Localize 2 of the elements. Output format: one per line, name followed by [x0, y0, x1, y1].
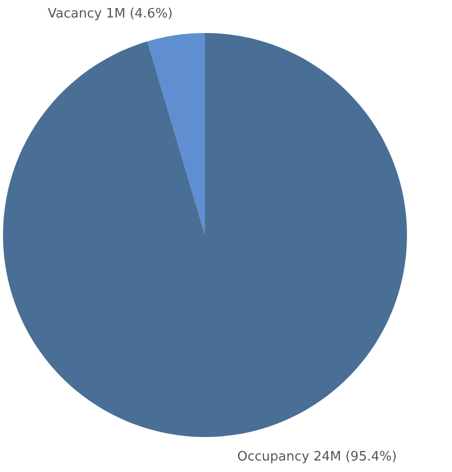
slice-label: Vacancy 1M (4.6%) — [48, 6, 173, 22]
slice-label: Occupancy 24M (95.4%) — [237, 450, 397, 465]
